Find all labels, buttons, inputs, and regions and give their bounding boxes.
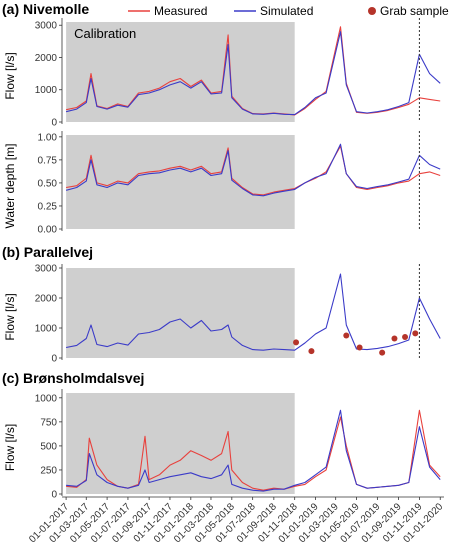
series-measured-line [66, 145, 441, 196]
y-tick-label: 0.00 [38, 225, 58, 236]
panel-title: (c) Brønsholmdalsvej [2, 370, 144, 386]
grab-sample-point [293, 339, 300, 346]
grab-sample-point [412, 330, 419, 337]
y-tick-label: 0 [51, 490, 57, 501]
panel-title: (a) Nivemolle [2, 1, 89, 17]
calibration-shading [66, 22, 295, 122]
series-simulated-line [65, 143, 441, 197]
y-tick-label: 0.75 [38, 155, 58, 166]
y-axis-label: Flow [l/s] [3, 293, 17, 340]
y-tick-label: 0.50 [38, 178, 58, 189]
x-axis: 01-01-201701-03-201701-05-201701-07-2017… [27, 496, 446, 545]
panel-title: (b) Parallelvej [2, 244, 93, 260]
y-axis-label: Flow [l/s] [3, 424, 17, 471]
y-tick-label: 1.00 [38, 132, 58, 143]
series-simulated-line [65, 31, 441, 116]
legend-label: Grab sample [380, 4, 449, 18]
panel-3: (b) Parallelvej 0 1000 2000 3000 Flow [l/s] [2, 244, 441, 365]
grab-sample-point [402, 334, 409, 340]
series-simulated-line [66, 409, 441, 492]
legend-label: Simulated [260, 4, 313, 18]
y-tick-label: 2000 [35, 294, 58, 305]
panel-2: 0.00 0.25 0.50 0.75 1.00 Water depth [m] [3, 131, 441, 236]
legend: Measured Simulated Grab sample [128, 4, 449, 18]
y-tick-label: 500 [40, 441, 57, 452]
panel-4: (c) Brønsholmdalsvej 0 250 500 750 1000 Flow [… [2, 370, 441, 501]
y-tick-label: 2000 [35, 53, 58, 64]
series-simulated-line [65, 273, 441, 351]
calibration-shading [66, 393, 295, 494]
y-tick-label: 250 [40, 465, 57, 476]
grab-sample-point [391, 335, 398, 342]
grab-sample-point [343, 332, 350, 339]
y-tick-label: 1000 [35, 324, 58, 335]
legend-label: Measured [154, 4, 207, 18]
panels: (a) Nivemolle Calibration 0 1000 2000 3000 Flo… [2, 1, 441, 501]
calibration-label: Calibration [74, 26, 136, 41]
panel-1: (a) Nivemolle Calibration 0 1000 2000 3000 Flo… [2, 1, 441, 129]
y-tick-label: 0 [51, 118, 57, 129]
grab-sample-point [379, 349, 386, 356]
y-tick-label: 0 [51, 354, 57, 365]
y-tick-label: 3000 [35, 264, 58, 275]
legend-marker-grab-sample [368, 7, 376, 15]
y-tick-label: 0.25 [38, 201, 58, 212]
grab-sample-point [308, 348, 315, 355]
calibration-shading [66, 135, 295, 229]
y-axis-label: Flow [l/s] [3, 52, 17, 99]
y-tick-label: 750 [40, 417, 57, 428]
y-tick-label: 1000 [35, 85, 58, 96]
calibration-shading [66, 268, 295, 358]
y-tick-label: 1000 [35, 393, 58, 404]
grab-sample-point [356, 344, 363, 351]
y-axis-label: Water depth [m] [3, 144, 17, 229]
y-tick-label: 3000 [35, 21, 58, 32]
